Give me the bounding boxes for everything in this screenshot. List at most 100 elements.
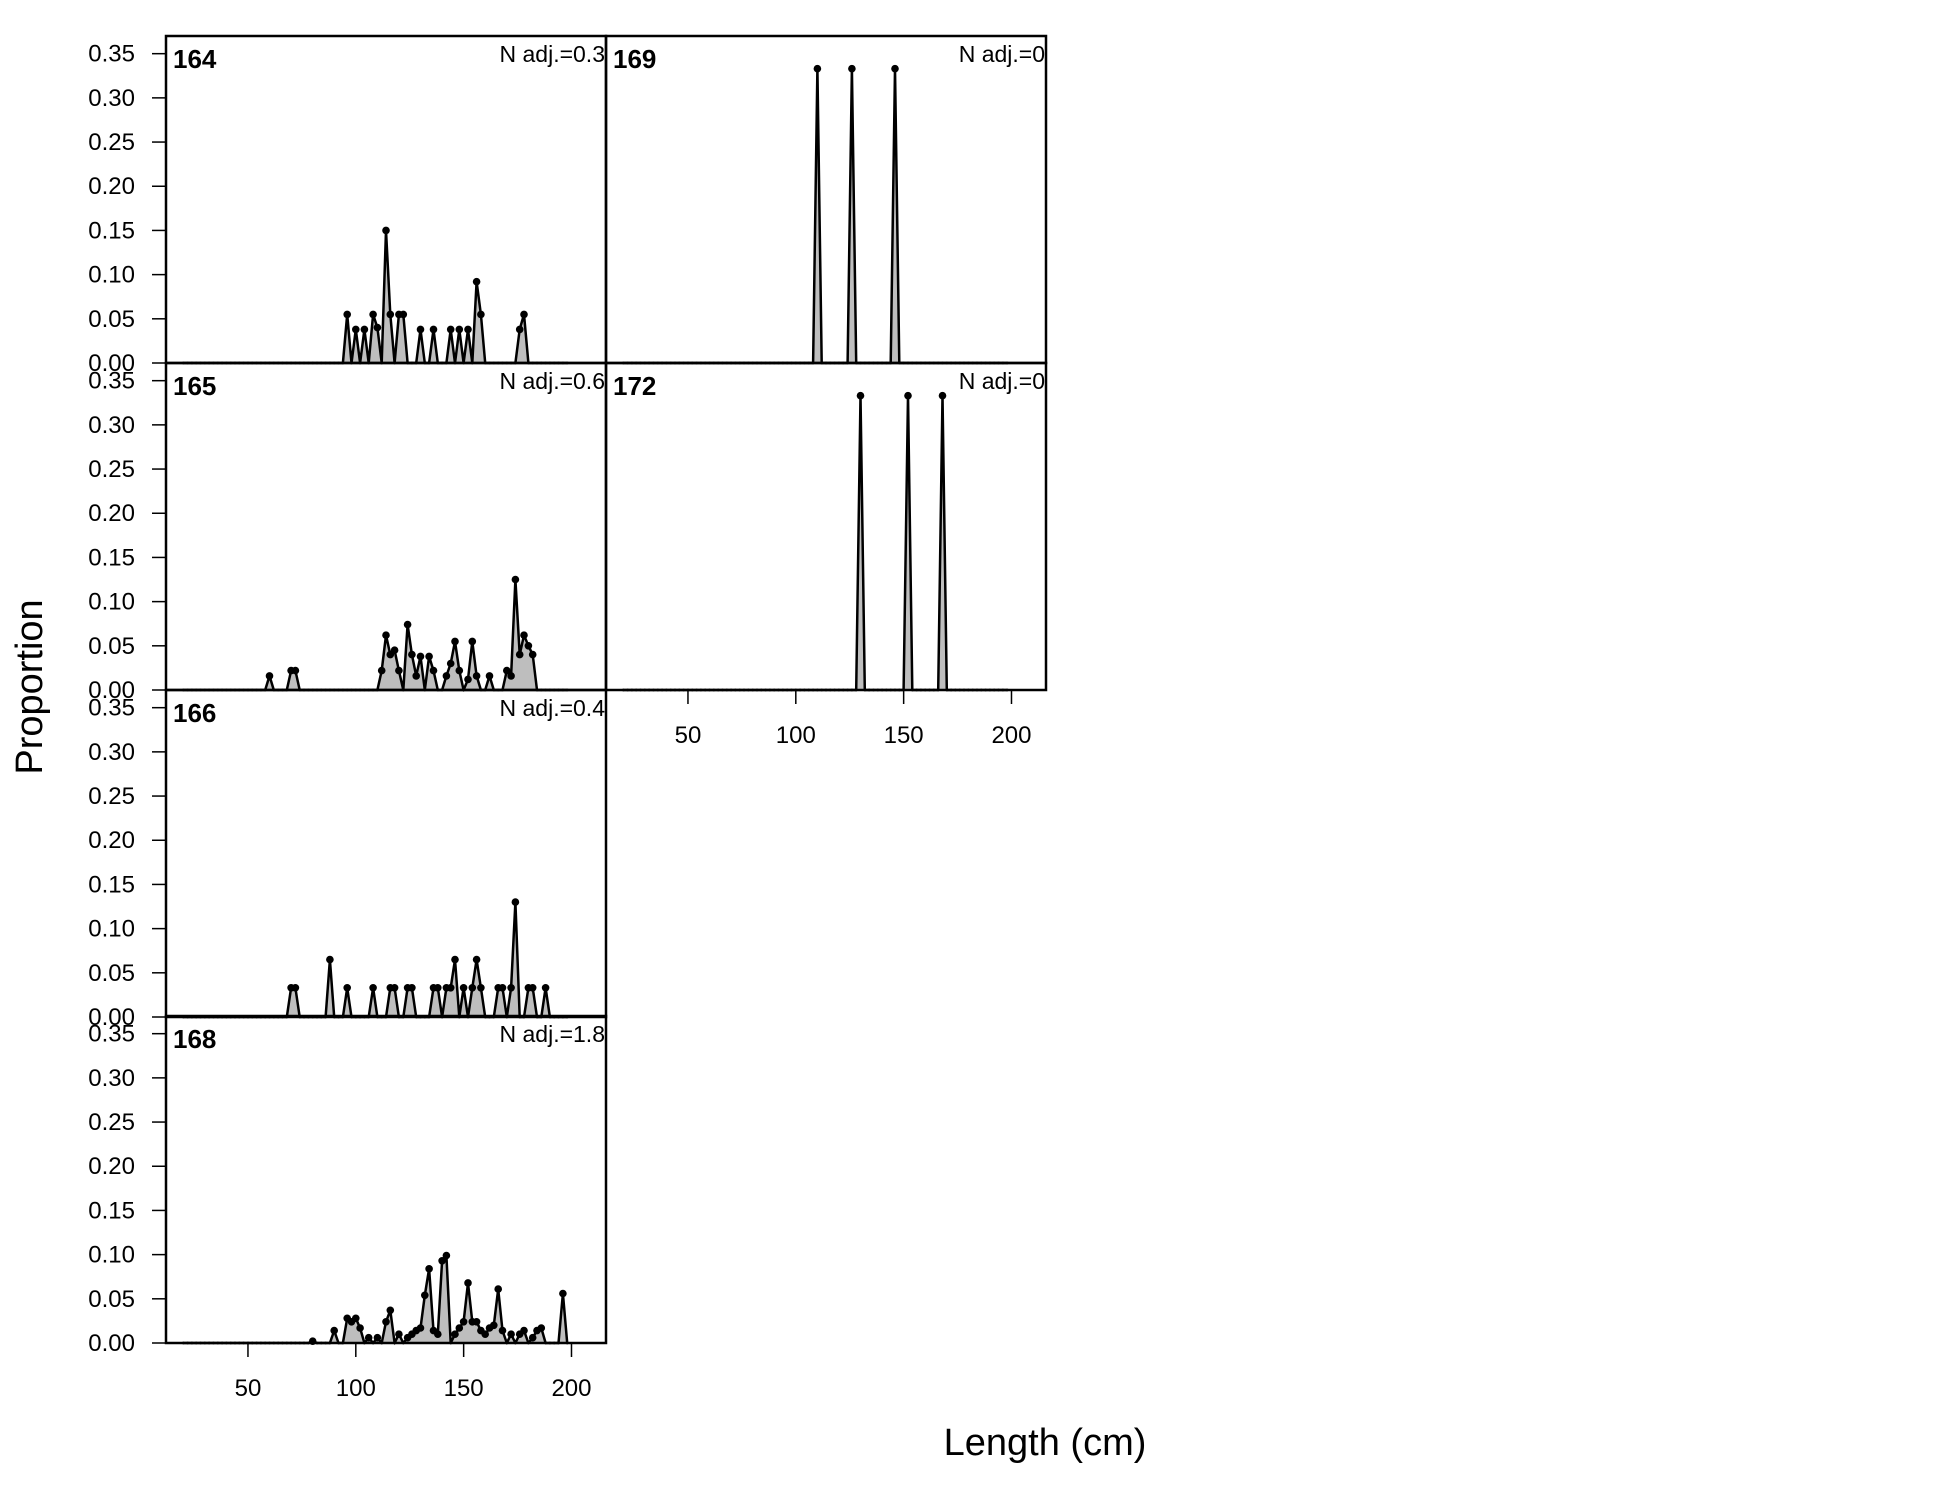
expected-line-172 <box>623 394 1008 692</box>
y-tick-label: 0.10 <box>88 1242 135 1269</box>
observed-area-164 <box>183 230 568 364</box>
observed-point <box>468 984 477 992</box>
observed-point <box>446 984 455 992</box>
panel-165: 165 N adj.=0.6 0.00 0.05 0.10 0.15 0.20 0.25 0.3… <box>88 361 608 704</box>
panel-label-169: 169 <box>613 44 656 74</box>
panel-frame-169 <box>604 34 1048 365</box>
observed-point <box>408 650 416 659</box>
observed-area-168 <box>183 1253 568 1346</box>
observed-point <box>459 1318 468 1326</box>
observed-point <box>520 631 528 639</box>
observed-point <box>507 984 515 992</box>
panel-label-172: 172 <box>613 371 656 401</box>
observed-point <box>481 1330 490 1338</box>
x-tick-label: 100 <box>776 722 816 749</box>
observed-point <box>511 575 520 584</box>
y-tick-label: 0.35 <box>88 368 135 395</box>
y-tick-label: 0.35 <box>88 41 135 68</box>
observed-point <box>464 325 472 334</box>
observed-point <box>455 1324 464 1332</box>
y-tick-label: 0.00 <box>88 350 135 377</box>
expected-line-166 <box>183 900 568 1019</box>
observed-point <box>938 391 947 400</box>
y-tick-label: 0.25 <box>88 129 135 156</box>
expected-line-168 <box>183 1254 569 1345</box>
observed-point <box>904 391 912 400</box>
observed-point <box>485 672 494 680</box>
observed-point <box>472 277 481 286</box>
observed-point <box>408 984 416 992</box>
observed-point <box>498 984 507 992</box>
observed-point <box>382 226 390 235</box>
observed-point <box>451 1330 459 1338</box>
observed-point <box>291 984 300 992</box>
observed-point <box>386 310 395 319</box>
observed-point <box>425 1265 433 1273</box>
observed-point <box>813 64 822 73</box>
observed-point <box>429 666 438 675</box>
x-tick-label: 150 <box>444 1375 484 1402</box>
x-tick-label: 150 <box>884 722 924 749</box>
observed-point <box>848 64 856 73</box>
y-tick-label: 0.05 <box>88 960 135 987</box>
observed-point <box>412 672 421 680</box>
observed-area-172 <box>623 395 1008 691</box>
x-axis-title: Length (cm) <box>944 1422 1147 1464</box>
y-tick-label: 0.00 <box>88 677 135 704</box>
y-tick-label: 0.05 <box>88 633 135 660</box>
observed-point <box>369 984 377 992</box>
panel-169: 169 N adj.=0 <box>604 34 1048 365</box>
observed-point <box>442 672 451 680</box>
observed-point <box>537 1324 546 1332</box>
panel-label-168: 168 <box>173 1024 216 1054</box>
y-tick-label: 0.25 <box>88 1109 135 1136</box>
y-tick-label: 0.35 <box>88 695 135 722</box>
observed-point <box>377 666 386 675</box>
panel-frame-166 <box>164 688 608 1019</box>
observed-point <box>459 984 468 992</box>
n-adj-label-164: N adj.=0.3 <box>500 41 606 67</box>
x-tick-label: 50 <box>235 1375 262 1402</box>
observed-point <box>390 984 399 992</box>
y-tick-label: 0.00 <box>88 1330 135 1357</box>
observed-point <box>490 1321 498 1330</box>
panel-168: 168 N adj.=1.8 0.00 0.05 0.10 0.15 0.20 0.25 0.3… <box>88 1014 608 1402</box>
observed-point <box>494 1285 503 1293</box>
observed-point <box>369 310 377 319</box>
observed-point <box>291 666 300 675</box>
observed-point <box>464 675 472 684</box>
panel-164: 164 N adj.=0.3 0.00 0.05 0.10 0.15 0.20 0.25 0.3… <box>88 34 608 377</box>
observed-point <box>434 1330 442 1338</box>
observed-point <box>515 650 524 659</box>
observed-point <box>330 1326 339 1335</box>
observed-point <box>511 898 520 906</box>
observed-point <box>343 984 352 992</box>
y-tick-label: 0.15 <box>88 217 135 244</box>
observed-point <box>265 672 274 680</box>
observed-point <box>541 984 550 992</box>
observed-point <box>503 666 511 675</box>
observed-point <box>472 955 481 964</box>
n-adj-label-172: N adj.=0 <box>959 368 1045 394</box>
observed-point <box>472 672 481 680</box>
observed-point <box>520 310 528 319</box>
y-tick-label: 0.10 <box>88 589 135 616</box>
observed-point <box>395 666 403 675</box>
x-tick-label: 200 <box>551 1375 591 1402</box>
y-tick-label: 0.20 <box>88 500 135 527</box>
observed-point <box>421 1291 429 1300</box>
panel-frame-172 <box>604 361 1048 692</box>
observed-point <box>464 1279 472 1287</box>
observed-point <box>403 620 412 629</box>
x-tick-label: 200 <box>991 722 1031 749</box>
y-tick-label: 0.35 <box>88 1021 135 1048</box>
observed-point <box>399 310 408 319</box>
observed-point <box>507 1330 515 1338</box>
y-tick-label: 0.25 <box>88 456 135 483</box>
y-tick-label: 0.30 <box>88 412 135 439</box>
observed-point <box>468 637 477 646</box>
observed-point <box>455 325 464 334</box>
y-tick-label: 0.20 <box>88 173 135 200</box>
observed-point <box>451 637 459 646</box>
